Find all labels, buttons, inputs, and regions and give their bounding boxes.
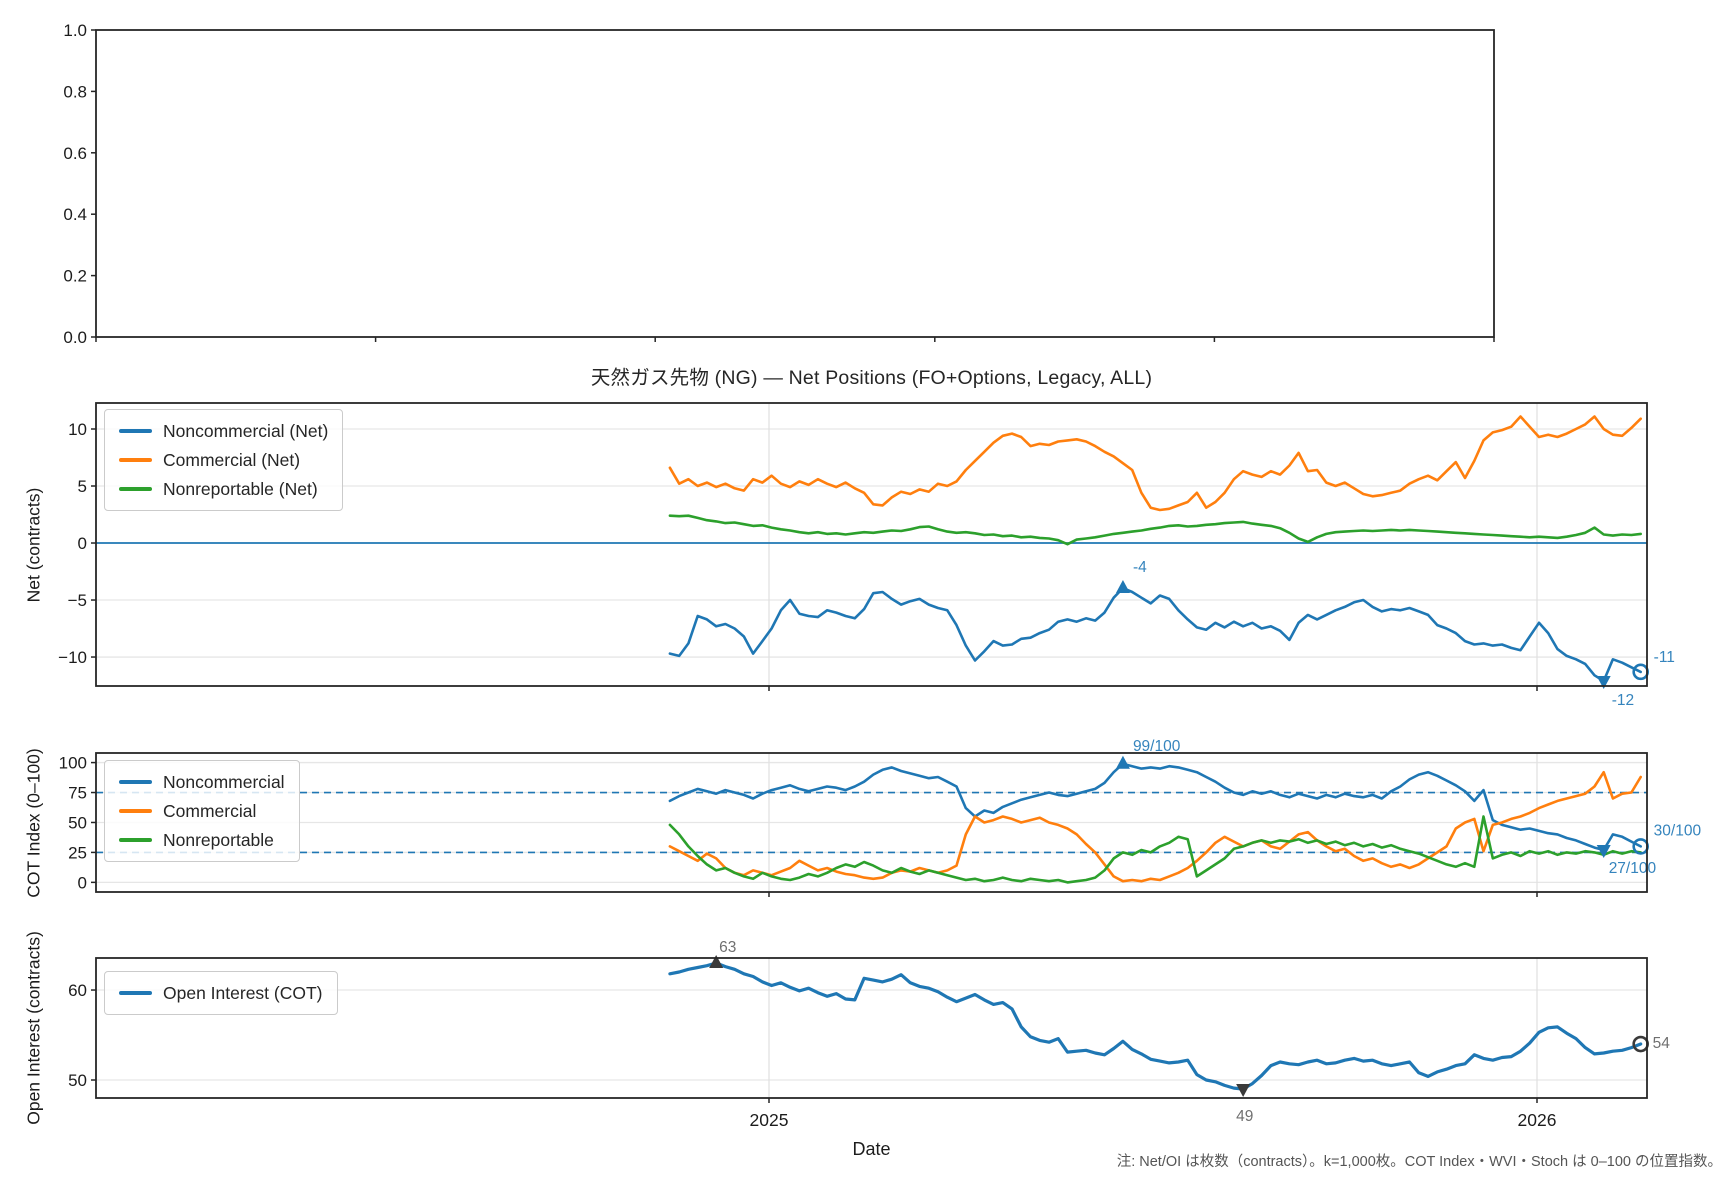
panel-border — [95, 957, 1648, 1099]
panel-border — [95, 29, 1495, 338]
legend-item-nonreportable: Nonreportable — [119, 826, 285, 854]
legend-line-icon — [119, 780, 152, 784]
triangle-up-marker — [1115, 755, 1130, 769]
nonreportable-line — [668, 815, 1642, 884]
annotation-4: -4 — [1133, 559, 1147, 576]
net-legend: Noncommercial (Net) Commercial (Net) Non… — [104, 409, 344, 511]
y-tick-label: 100 — [59, 754, 87, 773]
open-interest-legend: Open Interest (COT) — [104, 971, 338, 1015]
y-tick-label: 50 — [68, 813, 87, 832]
y-tick-label: 0 — [78, 534, 87, 553]
legend-label: Nonreportable — [163, 829, 274, 850]
triangle-down-marker — [1596, 845, 1611, 859]
y-tick-label: 50 — [68, 1071, 87, 1090]
y-tick-label: 75 — [68, 784, 87, 803]
open-interest-cot-line — [668, 961, 1643, 1091]
legend-label: Noncommercial (Net) — [163, 420, 329, 441]
y-tick-label: 60 — [68, 981, 87, 1000]
x-tick-label: 2025 — [750, 1110, 789, 1130]
annotation-27-100: 27/100 — [1609, 860, 1657, 877]
triangle-up-marker — [709, 955, 724, 969]
x-axis-label: Date — [852, 1139, 891, 1159]
legend-line-icon — [119, 487, 152, 491]
annotation-63: 63 — [719, 939, 736, 956]
annotation-30-100: 30/100 — [1654, 822, 1702, 839]
footnote: 注: Net/OI は枚数（contracts）。k=1,000枚。COT In… — [1116, 1154, 1722, 1170]
legend-line-icon — [119, 838, 152, 842]
triangle-up-marker — [1115, 580, 1130, 594]
y-tick-label: −5 — [68, 591, 87, 610]
chart-title: 天然ガス先物 (NG) — Net Positions (FO+Options,… — [590, 367, 1153, 389]
y-tick-label: 0 — [78, 873, 87, 892]
legend-item-nonreportable-net: Nonreportable (Net) — [119, 475, 328, 503]
annotation-49: 49 — [1236, 1108, 1253, 1125]
y-tick-label: 0.2 — [63, 267, 87, 286]
legend-line-icon — [119, 991, 152, 995]
commercial-net-line — [668, 415, 1642, 512]
y-tick-label: 10 — [68, 420, 87, 439]
annotation-11: -11 — [1654, 649, 1675, 666]
annotation-99-100: 99/100 — [1133, 738, 1181, 755]
annotation-12: -12 — [1612, 692, 1634, 709]
panel-border — [95, 402, 1648, 687]
noncommercial-net-line — [668, 586, 1642, 683]
legend-item-commercial-net: Commercial (Net) — [119, 446, 328, 474]
legend-line-icon — [119, 458, 152, 462]
triangle-down-marker — [1236, 1084, 1251, 1098]
y-tick-label: 0.8 — [63, 82, 87, 101]
legend-item-open-interest: Open Interest (COT) — [119, 979, 323, 1007]
legend-line-icon — [119, 809, 152, 813]
legend-item-noncommercial: Noncommercial — [119, 768, 285, 796]
net-y-axis-label: Net (contracts) — [23, 487, 44, 603]
legend-label: Nonreportable (Net) — [163, 478, 318, 499]
legend-line-icon — [119, 429, 152, 433]
y-tick-label: −10 — [58, 648, 87, 667]
y-tick-label: 0.0 — [63, 328, 87, 347]
legend-item-commercial: Commercial — [119, 797, 285, 825]
open-interest-y-axis-label: Open Interest (contracts) — [23, 931, 44, 1125]
triangle-down-marker — [1596, 675, 1611, 689]
legend-item-noncommercial-net: Noncommercial (Net) — [119, 417, 328, 445]
cot-index-legend: Noncommercial Commercial Nonreportable — [104, 760, 300, 862]
x-tick-label: 2026 — [1518, 1110, 1557, 1130]
noncommercial-line — [668, 762, 1642, 852]
annotation-54: 54 — [1653, 1035, 1671, 1052]
nonreportable-net-line — [668, 514, 1642, 546]
legend-label: Open Interest (COT) — [163, 982, 323, 1003]
legend-label: Commercial (Net) — [163, 449, 301, 470]
y-tick-label: 0.6 — [63, 144, 87, 163]
legend-label: Commercial — [163, 800, 257, 821]
y-tick-label: 1.0 — [63, 21, 87, 40]
y-tick-label: 0.4 — [63, 205, 87, 224]
cot-index-y-axis-label: COT Index (0–100) — [23, 748, 44, 898]
y-tick-label: 5 — [78, 477, 87, 496]
y-tick-label: 25 — [68, 843, 87, 862]
legend-label: Noncommercial — [163, 771, 285, 792]
